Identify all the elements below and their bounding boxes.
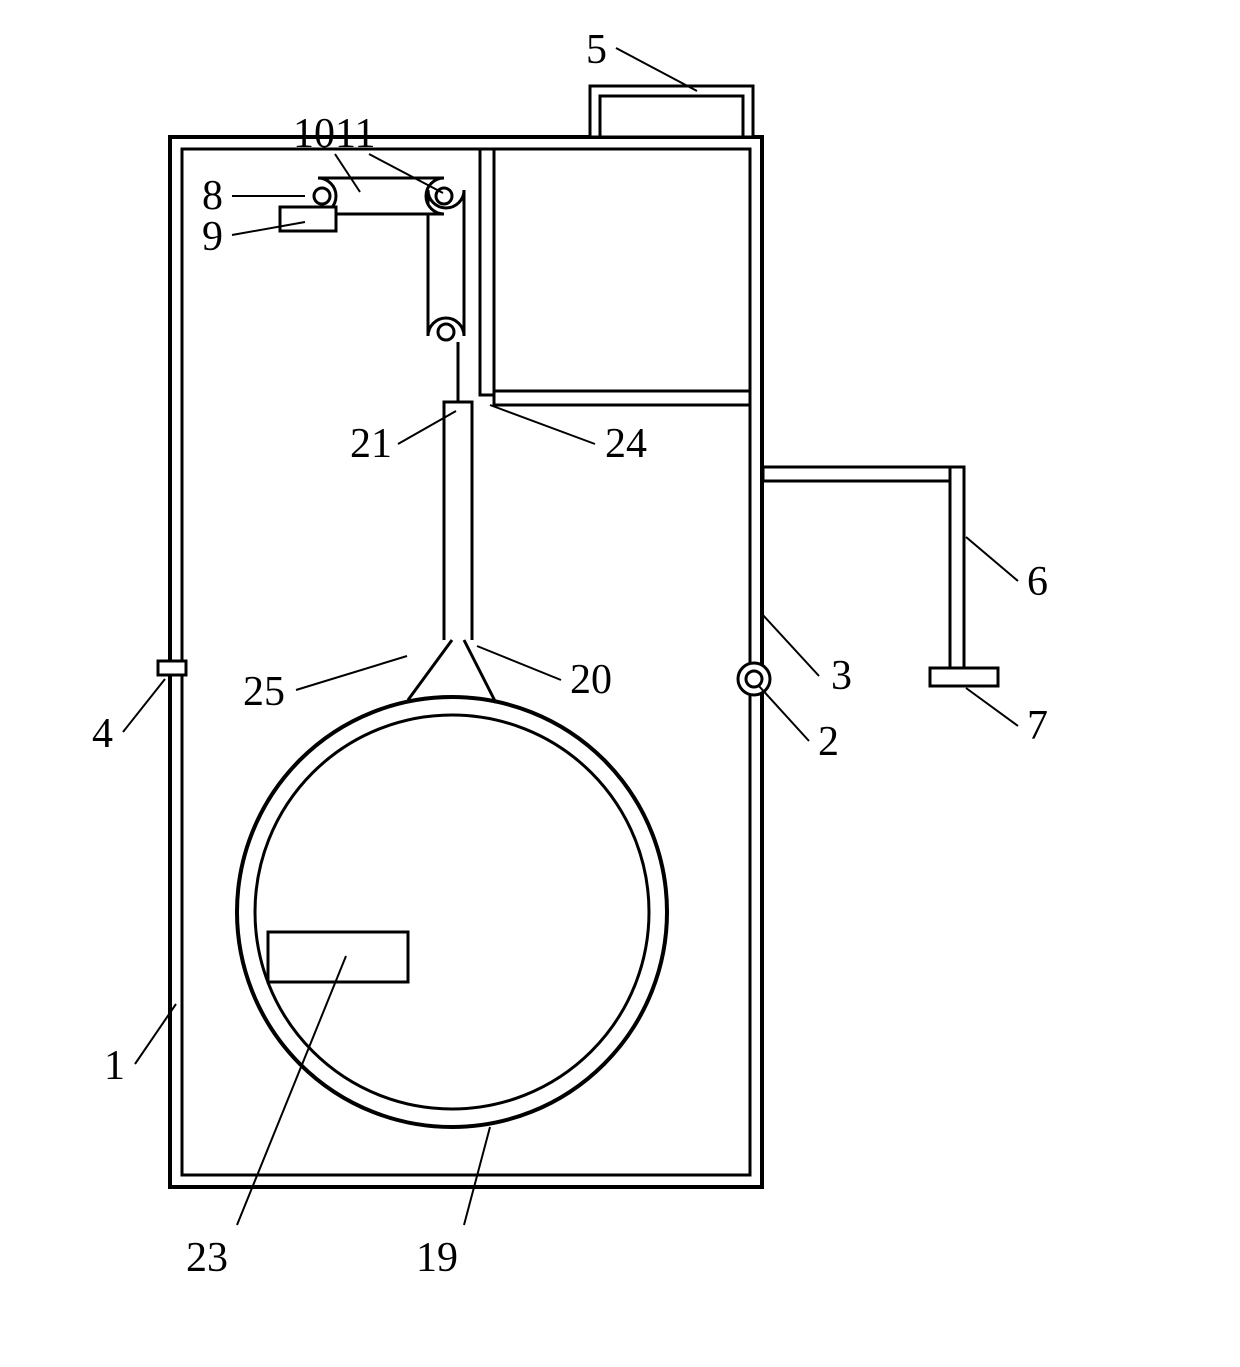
label-9: 9 — [202, 213, 223, 261]
label-20: 20 — [570, 656, 612, 704]
label-21: 21 — [350, 420, 392, 468]
label-5: 5 — [586, 26, 607, 74]
technical-diagram — [0, 0, 1240, 1367]
label-6: 6 — [1027, 558, 1048, 606]
label-3: 3 — [831, 652, 852, 700]
label-23: 23 — [186, 1234, 228, 1282]
label-25: 25 — [243, 668, 285, 716]
label-19: 19 — [416, 1234, 458, 1282]
label-1: 1 — [104, 1042, 125, 1090]
label-4: 4 — [92, 710, 113, 758]
label-24: 24 — [605, 420, 647, 468]
label-7: 7 — [1027, 702, 1048, 750]
label-2: 2 — [818, 718, 839, 766]
label-1011: 1011 — [293, 110, 375, 158]
